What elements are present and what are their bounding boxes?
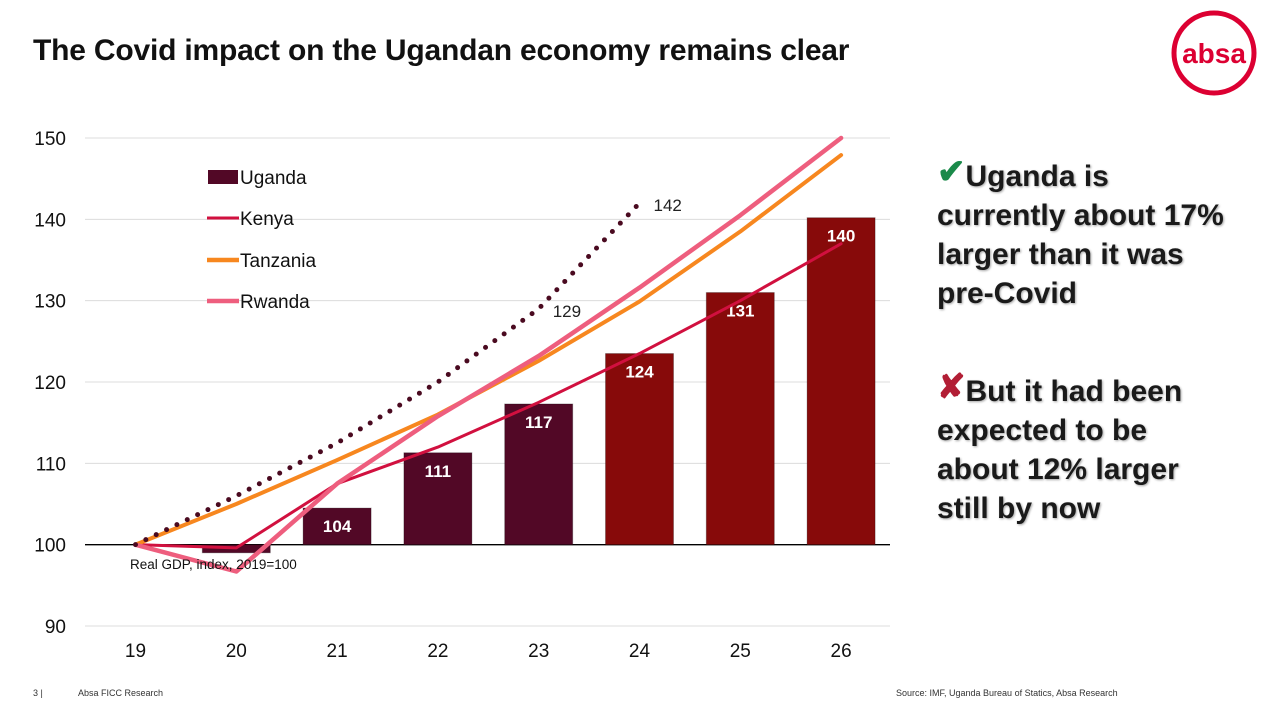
uganda-bar-label: 131	[726, 302, 754, 321]
legend-label: Uganda	[240, 168, 307, 189]
legend-label: Tanzania	[240, 251, 316, 272]
point-2-text: But it had been expected to be about 12%…	[937, 375, 1183, 525]
y-tick-label: 150	[34, 129, 66, 150]
legend-swatch-uganda	[208, 170, 238, 184]
x-tick-label: 24	[629, 641, 651, 662]
logo-text: absa	[1182, 38, 1246, 69]
y-tick-label: 120	[34, 373, 66, 394]
uganda-bar	[504, 403, 574, 546]
uganda-bar	[806, 217, 876, 546]
footer-org: Absa FICC Research	[78, 688, 164, 698]
footer-source: Source: IMF, Uganda Bureau of Statics, A…	[896, 688, 1118, 698]
uganda-bar-label: 124	[625, 363, 654, 382]
uganda-bar	[605, 353, 674, 546]
pre-covid-trend-line	[133, 200, 642, 548]
uganda-bar-label: 111	[425, 462, 452, 481]
page-number: 3 |	[33, 688, 43, 698]
y-tick-label: 140	[34, 210, 66, 231]
rwanda-line	[133, 135, 844, 574]
uganda-bar-label: 117	[525, 413, 552, 432]
check-icon: ✔	[937, 153, 966, 191]
x-tick-label: 25	[730, 641, 751, 662]
x-tick-label: 20	[226, 641, 247, 662]
trend-label: 129	[553, 302, 581, 321]
point-1: ✔Uganda is currently about 17% larger th…	[937, 155, 1237, 313]
point-2: ✘But it had been expected to be about 12…	[937, 370, 1237, 528]
x-tick-label: 21	[327, 641, 348, 662]
trend-label: 142	[654, 196, 682, 215]
point-1-text: Uganda is currently about 17% larger tha…	[937, 160, 1224, 310]
cross-icon: ✘	[937, 368, 966, 406]
page-title: The Covid impact on the Ugandan economy …	[33, 34, 850, 67]
uganda-bar	[403, 452, 473, 546]
kenya-line	[134, 242, 843, 550]
x-tick-label: 26	[831, 641, 852, 662]
legend-label: Kenya	[240, 209, 294, 230]
uganda-bar	[705, 292, 775, 546]
y-tick-label: 130	[34, 292, 66, 313]
uganda-bar-label: 140	[827, 227, 855, 246]
index-note: Real GDP, index, 2019=100	[130, 557, 297, 572]
legend-label: Rwanda	[240, 292, 310, 313]
absa-logo: absa	[1171, 10, 1257, 96]
x-tick-label: 22	[427, 641, 448, 662]
uganda-bar-label: 104	[323, 517, 352, 536]
y-tick-label: 110	[36, 454, 66, 475]
uganda-bar	[302, 507, 372, 546]
y-tick-label: 90	[45, 617, 66, 638]
y-tick-label: 100	[34, 536, 66, 557]
x-tick-label: 23	[528, 641, 549, 662]
x-tick-label: 19	[125, 641, 146, 662]
